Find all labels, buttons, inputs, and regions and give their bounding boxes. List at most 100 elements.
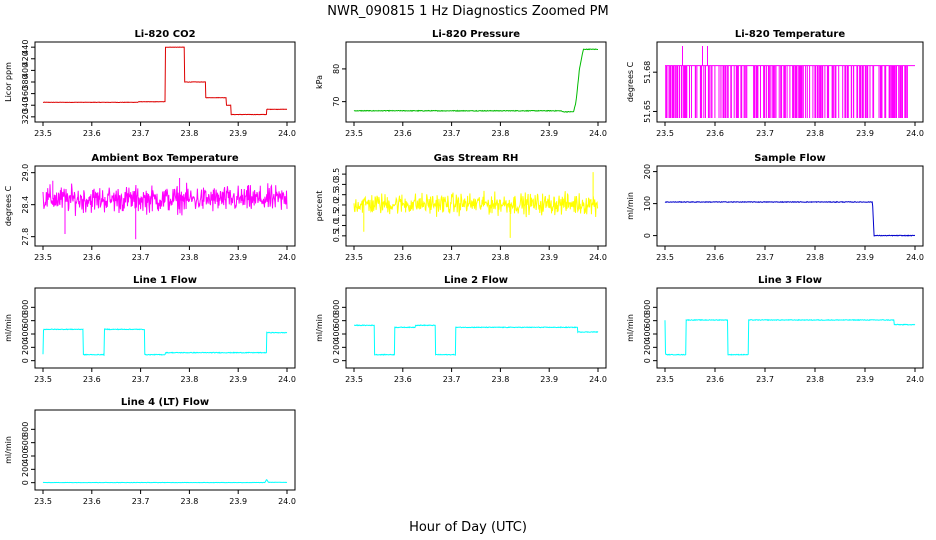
panel-title: Line 4 (LT) Flow (121, 397, 209, 408)
x-tick-label: 23.8 (491, 129, 509, 138)
plot-frame (345, 165, 607, 247)
x-tick-label: 23.5 (656, 129, 674, 138)
x-tick-label: 23.5 (34, 253, 52, 262)
panel-title: Line 3 Flow (758, 275, 822, 286)
x-tick-label: 23.9 (229, 129, 247, 138)
y-tick-label: 400 (21, 448, 30, 463)
y-tick-label: 600 (332, 313, 341, 328)
y-tick-label: 340 (21, 98, 30, 113)
y-tick-label: 0 (332, 358, 341, 363)
y-tick-label: 400 (21, 63, 30, 78)
x-tick-label: 23.6 (394, 375, 412, 384)
x-tick-label: 24.0 (278, 375, 296, 384)
y-tick-label: 600 (21, 435, 30, 450)
y-tick-label: 400 (21, 326, 30, 341)
y-tick-label: 420 (21, 51, 30, 66)
x-tick-label: 24.0 (589, 253, 607, 262)
y-tick-label: 320 (21, 109, 30, 124)
y-tick-label: 380 (21, 74, 30, 89)
x-tick-label: 23.7 (756, 253, 774, 262)
y-axis-label: Licor ppm (4, 62, 13, 102)
y-axis-label: degrees C (4, 185, 13, 226)
chart-panel-2: Li-820 Pressure kPa 23.5 23.6 23.7 23.8 23.9 24… (315, 29, 607, 138)
chart-panel-10: Line 4 (LT) Flow ml/min 23.5 23.6 23.7 23.8 23… (4, 397, 296, 506)
x-tick-label: 23.7 (132, 129, 150, 138)
x-tick-label: 23.8 (180, 253, 198, 262)
chart-panel-9: Line 3 Flow ml/min 23.5 23.6 23.7 23.8 23.9 24.… (626, 275, 924, 384)
x-tick-label: 23.6 (706, 375, 724, 384)
y-tick-label: 51.68 (643, 61, 652, 84)
panels-group: Li-820 CO2 Licor ppm 23.5 23.6 23.7 23.8 23.9 2… (4, 29, 924, 506)
y-axis-label: ml/min (626, 192, 635, 220)
series-line (664, 200, 915, 237)
x-tick-label: 23.5 (656, 375, 674, 384)
y-tick-label: 0 (643, 358, 652, 363)
x-tick-label: 23.8 (806, 129, 824, 138)
x-tick-label: 23.6 (83, 497, 101, 506)
y-tick-label: 0 (21, 358, 30, 363)
x-tick-label: 23.7 (132, 375, 150, 384)
series-line (665, 46, 915, 118)
x-tick-label: 23.7 (756, 129, 774, 138)
x-tick-label: 23.8 (180, 375, 198, 384)
chart-panel-3: Li-820 Temperature degrees C 23.5 23.6 23.7 2… (626, 29, 924, 138)
x-tick-label: 23.5 (345, 129, 363, 138)
y-tick-label: 400 (643, 326, 652, 341)
x-tick-label: 23.6 (83, 253, 101, 262)
y-tick-label: 200 (21, 340, 30, 355)
plot-frame (345, 287, 607, 369)
series-line (42, 479, 288, 484)
y-tick-label: 27.8 (21, 228, 30, 246)
y-tick-label: 360 (21, 86, 30, 101)
x-tick-label: 23.5 (345, 253, 363, 262)
y-tick-label: 800 (21, 300, 30, 315)
x-tick-label: 23.6 (83, 375, 101, 384)
x-tick-label: 23.6 (394, 253, 412, 262)
plot-frame (34, 409, 296, 491)
y-tick-label: 440 (21, 40, 30, 55)
x-tick-label: 23.8 (491, 253, 509, 262)
x-tick-label: 24.0 (906, 253, 924, 262)
x-tick-label: 23.7 (132, 253, 150, 262)
y-tick-label: 100 (643, 196, 652, 211)
x-tick-label: 23.7 (443, 129, 461, 138)
plot-frame (34, 287, 296, 369)
y-axis-label: ml/min (315, 314, 324, 342)
y-tick-label: 600 (21, 313, 30, 328)
x-tick-label: 23.9 (540, 253, 558, 262)
y-tick-label: 80 (332, 64, 341, 74)
y-axis-label: degrees C (626, 61, 635, 102)
chart-panel-6: Sample Flow ml/min 23.5 23.6 23.7 23.8 23.9 24.… (626, 153, 924, 262)
x-tick-label: 23.8 (180, 129, 198, 138)
panel-title: Line 2 Flow (444, 275, 508, 286)
x-tick-label: 24.0 (278, 253, 296, 262)
panel-title: Sample Flow (754, 153, 826, 164)
y-tick-label: 51.65 (643, 100, 652, 123)
x-tick-label: 23.9 (856, 375, 874, 384)
y-tick-label: 200 (643, 164, 652, 179)
plot-frame (656, 41, 924, 123)
y-tick-label: 1.5 (332, 209, 341, 222)
chart-panel-7: Line 1 Flow ml/min 23.5 23.6 23.7 23.8 23.9 24.… (4, 275, 296, 384)
y-axis-label: percent (315, 191, 324, 222)
x-tick-label: 24.0 (589, 129, 607, 138)
x-tick-label: 23.9 (229, 497, 247, 506)
series-line (354, 324, 599, 356)
x-tick-label: 23.7 (443, 375, 461, 384)
y-tick-label: 200 (332, 340, 341, 355)
x-tick-label: 23.6 (706, 129, 724, 138)
x-tick-label: 23.9 (229, 375, 247, 384)
plot-frame (656, 287, 924, 369)
y-tick-label: 70 (332, 97, 341, 107)
x-tick-label: 23.7 (443, 253, 461, 262)
x-tick-label: 23.9 (540, 375, 558, 384)
x-tick-label: 24.0 (278, 497, 296, 506)
y-tick-label: 1.0 (332, 219, 341, 232)
series-line (664, 318, 916, 356)
x-tick-label: 23.5 (34, 497, 52, 506)
y-tick-label: 200 (643, 340, 652, 355)
x-tick-label: 23.8 (180, 497, 198, 506)
plot-frame (656, 165, 924, 247)
x-tick-label: 24.0 (906, 129, 924, 138)
x-tick-label: 23.5 (656, 253, 674, 262)
